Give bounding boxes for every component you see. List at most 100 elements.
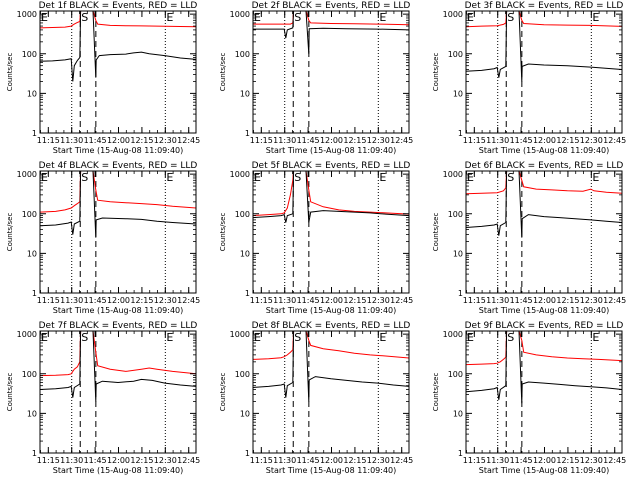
y-tick-label: 1 — [458, 449, 463, 458]
x-tick-label: 11:15 — [463, 456, 486, 465]
y-tick-label: 1000 — [230, 170, 250, 179]
events-rate-line — [466, 331, 622, 404]
x-axis-label: Start Time (15-Aug-08 11:09:40) — [479, 146, 610, 155]
x-tick-label: 11:45 — [297, 456, 320, 465]
chart-title: Det 3f BLACK = Events, RED = LLD — [465, 1, 624, 11]
x-tick-label: 12:00 — [320, 456, 343, 465]
plot-frame — [252, 170, 410, 294]
x-tick-label: 12:00 — [107, 296, 130, 305]
y-tick-label: 10 — [27, 89, 37, 98]
x-axis-label: Start Time (15-Aug-08 11:09:40) — [53, 306, 184, 315]
x-tick-label: 12:15 — [130, 296, 153, 305]
marker-label-s: S — [507, 171, 514, 184]
lld-rate-line — [253, 331, 409, 360]
marker-label-e: E — [254, 171, 261, 184]
chart-title: Det 9f BLACK = Events, RED = LLD — [465, 321, 624, 331]
chart-panel-2: Det 2f BLACK = Events, RED = LLD 1 10 100 10… — [219, 1, 413, 155]
y-axis-label: Counts/sec — [432, 373, 440, 412]
x-tick-label: 11:15 — [463, 296, 486, 305]
marker-label-s: S — [294, 171, 301, 184]
x-tick-label: 12:45 — [390, 456, 413, 465]
lld-rate-line — [466, 331, 622, 366]
events-rate-line — [40, 171, 196, 238]
marker-label-e: E — [41, 11, 48, 24]
y-tick-label: 100 — [235, 370, 250, 379]
chart-panel-1: Det 1f BLACK = Events, RED = LLD 1 10 100 10… — [6, 1, 200, 155]
y-tick-label: 100 — [448, 370, 463, 379]
marker-label-e: E — [166, 11, 173, 24]
events-rate-line — [466, 11, 622, 82]
x-tick-label: 11:45 — [510, 456, 533, 465]
x-tick-label: 12:15 — [343, 456, 366, 465]
marker-label-e: E — [166, 331, 173, 344]
marker-label-e: E — [592, 331, 599, 344]
y-axis-label: Counts/sec — [219, 53, 227, 92]
x-tick-label: 11:15 — [463, 136, 486, 145]
plot-frame — [465, 10, 623, 134]
y-tick-label: 10 — [240, 89, 250, 98]
lld-rate-line — [40, 331, 196, 377]
y-tick-label: 1000 — [443, 170, 463, 179]
x-tick-label: 12:00 — [533, 136, 556, 145]
x-tick-label: 11:30 — [273, 296, 296, 305]
x-tick-label: 12:45 — [603, 456, 626, 465]
y-axis-label: Counts/sec — [432, 53, 440, 92]
marker-label-e: E — [41, 171, 48, 184]
y-tick-label: 1 — [245, 449, 250, 458]
marker-label-e: E — [467, 171, 474, 184]
x-tick-label: 12:15 — [343, 136, 366, 145]
x-tick-label: 11:45 — [84, 296, 107, 305]
y-tick-label: 1000 — [230, 10, 250, 19]
x-tick-label: 11:15 — [250, 296, 273, 305]
y-axis-label: Counts/sec — [219, 213, 227, 252]
x-tick-label: 11:30 — [486, 296, 509, 305]
y-tick-label: 100 — [235, 50, 250, 59]
x-tick-label: 11:45 — [510, 136, 533, 145]
chart-title: Det 8f BLACK = Events, RED = LLD — [252, 321, 411, 331]
events-rate-line — [253, 331, 409, 402]
y-tick-label: 1 — [245, 289, 250, 298]
plot-frame — [252, 330, 410, 454]
x-tick-label: 12:15 — [556, 136, 579, 145]
x-axis-label: Start Time (15-Aug-08 11:09:40) — [266, 466, 397, 475]
events-rate-line — [253, 11, 409, 54]
x-tick-label: 11:30 — [273, 456, 296, 465]
y-tick-label: 1000 — [443, 330, 463, 339]
x-tick-label: 11:30 — [60, 296, 83, 305]
x-axis-label: Start Time (15-Aug-08 11:09:40) — [479, 466, 610, 475]
x-axis-label: Start Time (15-Aug-08 11:09:40) — [266, 306, 397, 315]
x-tick-label: 12:00 — [533, 296, 556, 305]
x-tick-label: 11:45 — [84, 456, 107, 465]
lld-rate-line — [466, 171, 622, 195]
marker-label-e: E — [592, 171, 599, 184]
events-rate-line — [40, 11, 196, 82]
x-tick-label: 12:30 — [580, 296, 603, 305]
chart-title: Det 5f BLACK = Events, RED = LLD — [252, 161, 411, 171]
x-axis-label: Start Time (15-Aug-08 11:09:40) — [53, 466, 184, 475]
lld-rate-line — [40, 11, 196, 29]
lld-rate-line — [40, 171, 196, 213]
x-tick-label: 11:45 — [297, 136, 320, 145]
lld-rate-line — [466, 11, 622, 28]
x-tick-label: 12:30 — [154, 136, 177, 145]
x-tick-label: 12:45 — [177, 296, 200, 305]
marker-label-s: S — [294, 331, 301, 344]
x-tick-label: 12:45 — [390, 136, 413, 145]
x-tick-label: 11:45 — [510, 296, 533, 305]
y-tick-label: 10 — [27, 409, 37, 418]
y-tick-label: 1 — [458, 129, 463, 138]
x-tick-label: 11:15 — [37, 136, 60, 145]
x-axis-label: Start Time (15-Aug-08 11:09:40) — [53, 146, 184, 155]
y-tick-label: 10 — [240, 249, 250, 258]
y-tick-label: 100 — [448, 210, 463, 219]
y-tick-label: 1 — [458, 289, 463, 298]
x-tick-label: 12:15 — [130, 456, 153, 465]
x-tick-label: 11:15 — [37, 456, 60, 465]
x-tick-label: 12:30 — [154, 296, 177, 305]
x-tick-label: 11:30 — [60, 136, 83, 145]
y-axis-label: Counts/sec — [432, 213, 440, 252]
x-tick-label: 12:00 — [533, 456, 556, 465]
marker-label-e: E — [467, 331, 474, 344]
x-tick-label: 12:00 — [107, 136, 130, 145]
plot-frame — [465, 170, 623, 294]
